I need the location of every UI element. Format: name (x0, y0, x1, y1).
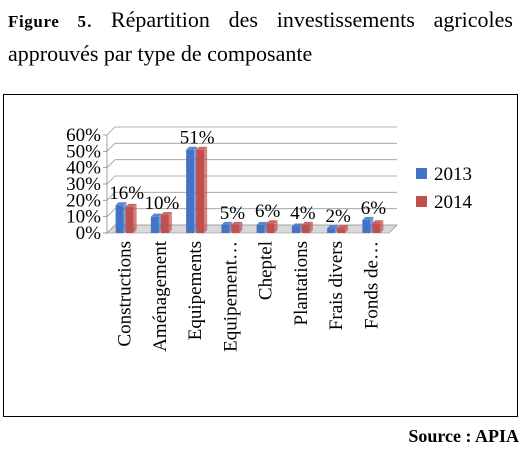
data-label: 16% (109, 183, 144, 204)
category-label: Plantations (291, 241, 312, 325)
source-note: Source : APIA (408, 426, 519, 446)
data-label: 6% (361, 198, 387, 219)
category-label: Frais divers (326, 241, 347, 330)
bar-2013 (291, 223, 303, 233)
y-tick-label: 60% (66, 125, 101, 146)
y-tick-label: 50% (66, 141, 101, 162)
data-label: 51% (180, 128, 215, 149)
category-label: Equipement… (220, 241, 241, 352)
chart-frame: 0% 10% 20% 30% 40% 50% 60% 16% Constructions 10% A… (3, 94, 518, 417)
legend-label-2013: 2013 (434, 164, 472, 185)
gridline (106, 191, 397, 201)
category-label: Constructions (115, 241, 136, 347)
bar-2013 (115, 202, 127, 233)
bar-2014 (266, 220, 278, 233)
y-tick-label: 30% (66, 174, 101, 195)
gridline (106, 126, 397, 136)
category-label: Aménagement (150, 240, 171, 352)
legend-swatch-2014 (416, 196, 427, 207)
y-tick-label: 0% (76, 223, 102, 244)
bar-2014 (372, 220, 384, 233)
gridline (106, 142, 397, 152)
figure-caption: Figure 5. Répartition des investissement… (8, 4, 513, 70)
bar-2014 (160, 212, 172, 233)
data-label: 2% (325, 206, 351, 227)
chart-floor (106, 224, 398, 234)
data-label: 10% (144, 193, 179, 214)
bar-2014 (196, 146, 208, 233)
bar-2014 (301, 221, 313, 233)
gridline (106, 208, 397, 217)
bar-chart: 0%10%20%30%40%50%60%16%Constructions10%A… (66, 125, 473, 352)
y-tick-label: 10% (66, 207, 101, 228)
bar-2014 (125, 203, 137, 233)
data-label: 6% (255, 201, 281, 222)
category-label: Cheptel (256, 241, 277, 300)
bar-2013 (362, 216, 374, 233)
y-tick-label: 20% (66, 190, 101, 211)
figure-title: . Répartition des investissements agrico… (8, 7, 513, 66)
legend-label-2014: 2014 (434, 192, 473, 213)
category-label: Equipements (185, 241, 206, 340)
data-label: 5% (220, 203, 246, 224)
data-label: 4% (290, 203, 316, 224)
category-label: Fonds de… (361, 241, 382, 329)
bar-2013 (150, 213, 162, 233)
gridline (106, 175, 397, 185)
bar-2013 (186, 146, 198, 233)
y-tick-label: 40% (66, 158, 101, 179)
bar-2014 (337, 225, 349, 233)
gridline (106, 159, 397, 168)
bar-2014 (231, 221, 243, 233)
bar-2013 (327, 225, 339, 233)
figure-label: Figure 5 (8, 12, 87, 31)
bar-2013 (256, 221, 268, 233)
legend-swatch-2013 (416, 168, 427, 179)
